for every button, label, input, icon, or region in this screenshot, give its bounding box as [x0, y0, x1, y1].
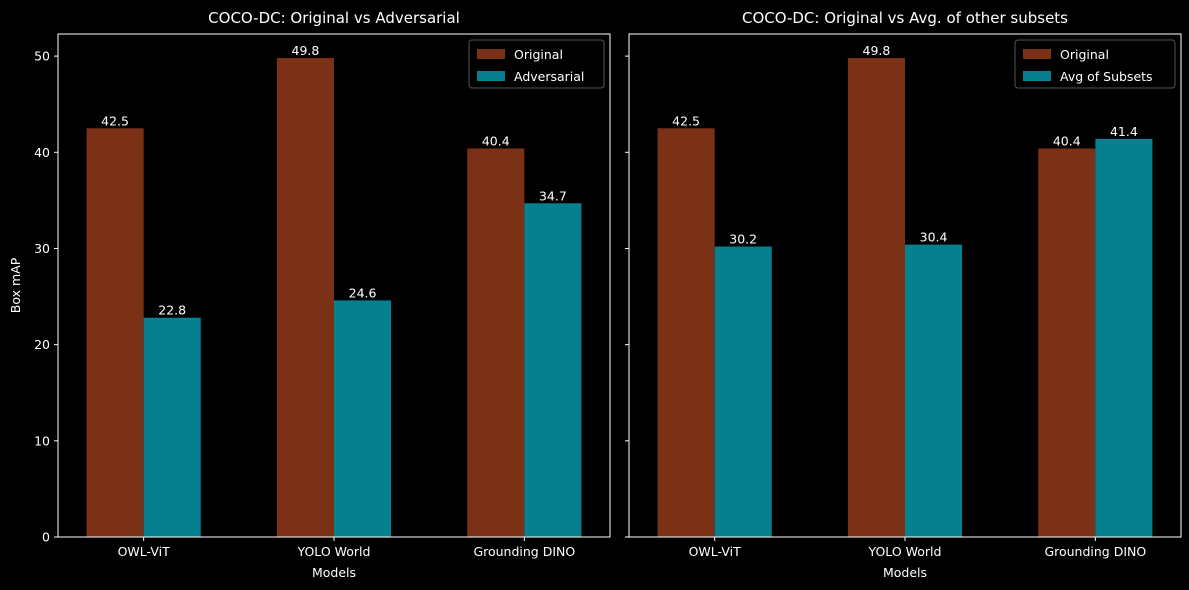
bar-original-1 — [86, 128, 144, 537]
x-tick-label: Grounding DINO — [1044, 544, 1146, 559]
data-label: 49.8 — [863, 43, 891, 58]
bar-original-3 — [467, 148, 525, 537]
x-axis-label: Models — [312, 565, 356, 580]
chart-title: COCO-DC: Original vs Adversarial — [208, 9, 460, 27]
y-tick-label: 20 — [34, 337, 50, 352]
legend-swatch — [1023, 49, 1051, 59]
data-label: 40.4 — [1053, 133, 1081, 148]
chart-title: COCO-DC: Original vs Avg. of other subse… — [742, 9, 1068, 27]
x-tick-label: Grounding DINO — [473, 544, 575, 559]
data-label: 49.8 — [292, 43, 320, 58]
chart-panel-2: 42.5 49.8 40.4 30.2 30.4 41.4 OWL-ViT YOLO Worl… — [625, 9, 1182, 580]
bar-comparison-2 — [905, 244, 963, 537]
x-tick-label: OWL-ViT — [118, 544, 170, 559]
x-tick-label: OWL-ViT — [689, 544, 741, 559]
data-label: 40.4 — [482, 133, 510, 148]
legend-label: Original — [1060, 47, 1109, 62]
y-tick-label: 30 — [34, 241, 50, 256]
bar-comparison-2 — [334, 300, 392, 537]
bar-original-1 — [657, 128, 715, 537]
legend-swatch — [1023, 71, 1051, 81]
legend-swatch — [477, 71, 505, 81]
legend-box — [1014, 39, 1176, 89]
chart-panel-1: 42.5 49.8 40.4 22.8 24.6 34.7 0 10 20 30 40 50 OWL-V… — [8, 9, 611, 580]
x-tick-label: YOLO World — [297, 544, 371, 559]
legend-label: Avg of Subsets — [1060, 69, 1153, 84]
bar-original-2 — [847, 58, 905, 537]
bar-original-2 — [276, 58, 334, 537]
bar-comparison-3 — [1095, 138, 1153, 537]
x-axis-label: Models — [883, 565, 927, 580]
legend-swatch — [477, 49, 505, 59]
bar-comparison-1 — [143, 317, 201, 537]
bar-comparison-3 — [524, 203, 582, 537]
y-tick-label: 10 — [34, 433, 50, 448]
data-label: 30.4 — [920, 230, 948, 245]
data-label: 30.2 — [729, 232, 757, 247]
panels: 42.5 49.8 40.4 22.8 24.6 34.7 0 10 20 30 40 50 OWL-V… — [8, 9, 1182, 580]
data-label: 42.5 — [672, 113, 700, 128]
data-label: 42.5 — [101, 113, 129, 128]
bar-original-3 — [1038, 148, 1096, 537]
data-label: 22.8 — [158, 303, 186, 318]
bar-comparison-1 — [714, 246, 772, 538]
y-tick-label: 0 — [42, 530, 50, 545]
data-label: 24.6 — [349, 285, 377, 300]
legend-label: Original — [514, 47, 563, 62]
y-axis-label: Box mAP — [8, 257, 23, 313]
data-label: 41.4 — [1110, 124, 1138, 139]
y-tick-label: 40 — [34, 145, 50, 160]
x-tick-label: YOLO World — [868, 544, 942, 559]
y-tick-label: 50 — [34, 49, 50, 64]
legend-label: Adversarial — [514, 69, 584, 84]
legend: Original Avg of Subsets — [1014, 39, 1176, 89]
data-label: 34.7 — [539, 188, 567, 203]
legend: Original Adversarial — [468, 39, 605, 89]
